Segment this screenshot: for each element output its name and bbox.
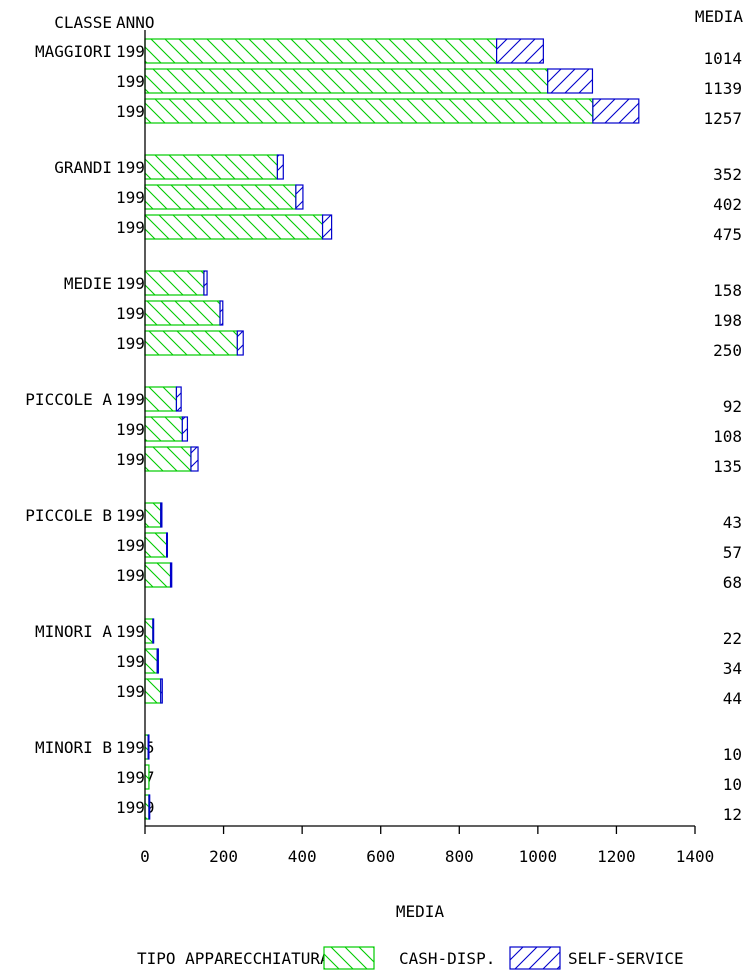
bar-cash-disp-piccole-b-1997 <box>144 532 168 558</box>
x-tick-label-200: 200 <box>209 847 238 866</box>
total-value-maggiori-1995: 1014 <box>703 49 742 68</box>
bar-cash-disp-piccole-b-1999 <box>144 562 172 588</box>
bar-self-service-medie-1995 <box>203 270 208 296</box>
total-value-minori-b-1999: 12 <box>723 805 742 824</box>
total-value-piccole-b-1999: 68 <box>723 573 742 592</box>
total-value-medie-1999: 250 <box>713 341 742 360</box>
bar-self-service-minori-a-1999 <box>160 678 163 704</box>
total-value-piccole-b-1997: 57 <box>723 543 742 562</box>
bar-cash-disp-piccole-a-1995 <box>144 386 178 412</box>
total-value-minori-a-1997: 34 <box>723 659 742 678</box>
legend-label-cash-disp: CASH-DISP. <box>399 949 495 968</box>
bar-self-service-maggiori-1999 <box>592 98 640 124</box>
total-value-maggiori-1997: 1139 <box>703 79 742 98</box>
total-value-minori-a-1995: 22 <box>723 629 742 648</box>
x-tick-label-1400: 1400 <box>676 847 715 866</box>
x-tick-label-800: 800 <box>445 847 474 866</box>
bar-self-service-minori-b-1995 <box>147 734 150 760</box>
group-label-grandi: GRANDI <box>54 158 112 177</box>
bar-cash-disp-grandi-1999 <box>144 214 324 240</box>
total-value-medie-1995: 158 <box>713 281 742 300</box>
legend-title: TIPO APPARECCHIATURA: <box>137 949 339 968</box>
bar-self-service-minori-a-1995 <box>152 618 155 644</box>
bar-cash-disp-maggiori-1995 <box>144 38 498 64</box>
group-label-minori-b: MINORI B <box>35 738 112 757</box>
bar-cash-disp-medie-1995 <box>144 270 205 296</box>
bar-cash-disp-minori-a-1997 <box>144 648 158 674</box>
x-tick-label-1000: 1000 <box>519 847 558 866</box>
bar-self-service-medie-1997 <box>219 300 224 326</box>
bar-self-service-piccole-a-1999 <box>190 446 199 472</box>
total-value-maggiori-1999: 1257 <box>703 109 742 128</box>
group-label-medie: MEDIE <box>64 274 112 293</box>
class-header: CLASSE <box>54 13 112 32</box>
bar-self-service-piccole-a-1995 <box>175 386 182 412</box>
group-label-piccole-b: PICCOLE B <box>25 506 112 525</box>
total-value-minori-b-1997: 10 <box>723 775 742 794</box>
bar-self-service-grandi-1995 <box>276 154 284 180</box>
bar-cash-disp-maggiori-1997 <box>144 68 549 94</box>
bar-self-service-medie-1999 <box>236 330 244 356</box>
legend-label-self-service: SELF-SERVICE <box>568 949 684 968</box>
x-axis-label: MEDIA <box>396 902 445 921</box>
bar-cash-disp-medie-1999 <box>144 330 238 356</box>
total-value-piccole-a-1997: 108 <box>713 427 742 446</box>
total-value-minori-a-1999: 44 <box>723 689 742 708</box>
total-value-minori-b-1995: 10 <box>723 745 742 764</box>
bar-self-service-maggiori-1997 <box>547 68 594 94</box>
x-tick-label-1200: 1200 <box>597 847 636 866</box>
bar-cash-disp-minori-a-1995 <box>144 618 154 644</box>
total-value-piccole-a-1999: 135 <box>713 457 742 476</box>
x-tick-label-0: 0 <box>140 847 150 866</box>
bar-cash-disp-maggiori-1999 <box>144 98 594 124</box>
year-header: ANNO <box>116 13 155 32</box>
bar-self-service-piccole-b-1999 <box>169 562 173 588</box>
bar-cash-disp-medie-1997 <box>144 300 221 326</box>
total-value-grandi-1995: 352 <box>713 165 742 184</box>
bar-cash-disp-grandi-1997 <box>144 184 297 210</box>
total-value-medie-1997: 198 <box>713 311 742 330</box>
x-axis-ticks: 0 200 400 600 800 1000 1200 1400 <box>140 826 714 866</box>
bar-cash-disp-grandi-1995 <box>144 154 278 180</box>
bar-self-service-minori-b-1999 <box>148 794 151 820</box>
group-label-maggiori: MAGGIORI <box>35 42 112 61</box>
bar-self-service-maggiori-1995 <box>496 38 544 64</box>
total-value-grandi-1999: 475 <box>713 225 742 244</box>
legend-swatch-cash-disp <box>323 946 375 970</box>
total-value-grandi-1997: 402 <box>713 195 742 214</box>
group-label-minori-a: MINORI A <box>35 622 112 641</box>
total-value-piccole-b-1995: 43 <box>723 513 742 532</box>
bar-self-service-grandi-1999 <box>321 214 333 240</box>
bar-self-service-minori-a-1997 <box>156 648 159 674</box>
legend: TIPO APPARECCHIATURA: CASH-DISP. SELF-SE… <box>137 946 684 970</box>
x-tick-label-600: 600 <box>366 847 395 866</box>
total-value-piccole-a-1995: 92 <box>723 397 742 416</box>
bar-cash-disp-piccole-a-1999 <box>144 446 192 472</box>
bar-cash-disp-minori-a-1999 <box>144 678 162 704</box>
x-tick-label-400: 400 <box>288 847 317 866</box>
total-header: MEDIA <box>695 7 744 26</box>
bar-self-service-piccole-b-1995 <box>160 502 163 528</box>
bar-self-service-grandi-1997 <box>295 184 304 210</box>
legend-swatch-self-service <box>509 946 561 970</box>
bar-cash-disp-piccole-a-1997 <box>144 416 183 442</box>
bar-cash-disp-piccole-b-1995 <box>144 502 162 528</box>
bar-self-service-piccole-b-1997 <box>166 532 168 558</box>
bar-self-service-piccole-a-1997 <box>181 416 189 442</box>
group-label-piccole-a: PICCOLE A <box>25 390 112 409</box>
